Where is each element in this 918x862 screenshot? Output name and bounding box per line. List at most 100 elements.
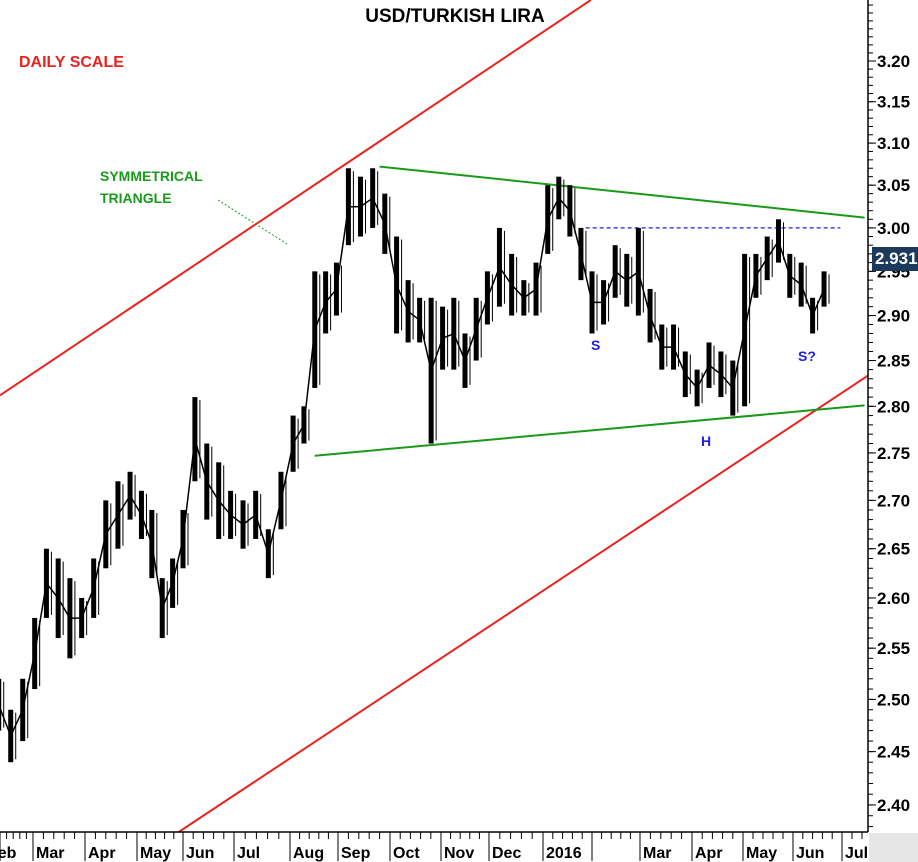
- price-bar: [659, 324, 665, 370]
- price-bar: [718, 351, 724, 398]
- y-tick-label: 3.15: [877, 93, 910, 112]
- price-bar: [370, 168, 376, 228]
- price-bar: [694, 369, 700, 407]
- price-bar: [451, 297, 457, 370]
- x-tick-label: Jun: [186, 845, 214, 862]
- price-bar: [417, 297, 423, 343]
- price-bar: [601, 280, 607, 325]
- x-tick-label: Apr: [695, 845, 723, 862]
- y-tick-label: 2.75: [877, 444, 910, 463]
- x-tick-label: Aug: [293, 845, 324, 862]
- axis-corner: [869, 833, 918, 862]
- price-bar: [730, 360, 736, 416]
- price-bar: [706, 342, 712, 388]
- price-bar: [521, 280, 527, 316]
- price-bar: [67, 578, 73, 659]
- price-bar: [612, 245, 618, 298]
- price-bar: [682, 351, 688, 398]
- price-line: [0, 196, 825, 738]
- triangle-label-line1: SYMMETRICAL: [100, 168, 203, 184]
- price-bar: [775, 219, 781, 263]
- y-tick-label: 2.90: [877, 307, 910, 326]
- price-bar: [358, 176, 364, 237]
- price-bar: [0, 678, 2, 731]
- price-bar: [462, 333, 468, 388]
- price-bar: [55, 558, 61, 639]
- price-bar: [20, 678, 26, 742]
- right-shoulder-label: S?: [798, 348, 816, 364]
- price-bar: [240, 500, 246, 549]
- x-tick-label: Jun: [796, 845, 824, 862]
- price-bar: [323, 271, 329, 334]
- price-bar: [787, 253, 793, 298]
- y-tick-label: 3.00: [877, 219, 910, 238]
- price-bar: [180, 509, 186, 569]
- price-bar: [333, 262, 339, 316]
- price-bar: [115, 481, 121, 549]
- triangle-label-line2: TRIANGLE: [100, 190, 172, 206]
- price-bar: [43, 548, 49, 618]
- price-bar: [138, 490, 144, 539]
- x-tick-label: Feb: [0, 845, 17, 862]
- y-tick-label: 2.50: [877, 690, 910, 709]
- scale-label: DAILY SCALE: [19, 54, 124, 71]
- price-bar: [742, 253, 748, 407]
- x-tick-label: Jul: [845, 845, 868, 862]
- y-tick-label: 2.40: [877, 796, 910, 815]
- x-tick-label: May: [746, 845, 777, 862]
- x-tick-label: Jul: [237, 845, 260, 862]
- price-bar: [382, 193, 388, 254]
- price-bar: [91, 558, 97, 618]
- triangle-lower-line: [314, 404, 865, 457]
- y-tick-label: 2.85: [877, 352, 910, 371]
- price-bar: [159, 578, 165, 639]
- price-bar: [578, 227, 584, 281]
- x-tick-label: May: [140, 845, 171, 862]
- price-bar: [228, 490, 234, 539]
- price-bar: [216, 462, 222, 539]
- price-bar: [810, 297, 816, 334]
- y-tick-label: 2.65: [877, 540, 910, 559]
- price-bar: [473, 297, 479, 361]
- price-bar: [127, 471, 133, 520]
- price-bar: [440, 306, 446, 370]
- chart-title: USD/TURKISH LIRA: [365, 6, 545, 27]
- price-bar: [798, 262, 804, 307]
- y-tick-label: 2.45: [877, 743, 910, 762]
- price-bar: [647, 288, 653, 343]
- price-bar: [556, 176, 562, 220]
- x-tick-label: 2016: [546, 845, 582, 862]
- y-tick-label: 2.80: [877, 397, 910, 416]
- left-shoulder-label: S: [591, 337, 601, 353]
- x-tick-label: Nov: [444, 845, 474, 862]
- x-tick-label: Oct: [393, 845, 420, 862]
- price-bar: [753, 253, 759, 298]
- price-bar: [428, 297, 434, 444]
- price-bar: [635, 227, 641, 316]
- price-bar: [484, 271, 490, 325]
- head-label: H: [701, 433, 712, 449]
- y-tick-label: 2.55: [877, 639, 910, 658]
- x-tick-label: Mar: [36, 845, 64, 862]
- price-bar: [290, 415, 296, 472]
- price-bar: [533, 262, 539, 316]
- price-bar: [170, 558, 176, 608]
- y-tick-label: 3.10: [877, 134, 910, 153]
- price-bar: [265, 529, 271, 579]
- price-bar: [394, 236, 400, 334]
- price-bar: [32, 617, 38, 690]
- triangle-upper-line: [379, 165, 865, 219]
- price-bar: [312, 271, 318, 388]
- x-tick-label: Dec: [492, 845, 521, 862]
- y-tick-label: 2.70: [877, 491, 910, 510]
- y-tick-label: 2.60: [877, 589, 910, 608]
- last-price-badge: 2.931: [872, 247, 918, 271]
- price-bar: [301, 406, 307, 444]
- y-tick-label: 3.20: [877, 52, 910, 71]
- x-tick-label: Sep: [341, 845, 371, 862]
- price-bar: [149, 509, 155, 579]
- price-bar: [821, 271, 827, 307]
- price-bar: [671, 324, 677, 370]
- price-bar: [545, 185, 551, 254]
